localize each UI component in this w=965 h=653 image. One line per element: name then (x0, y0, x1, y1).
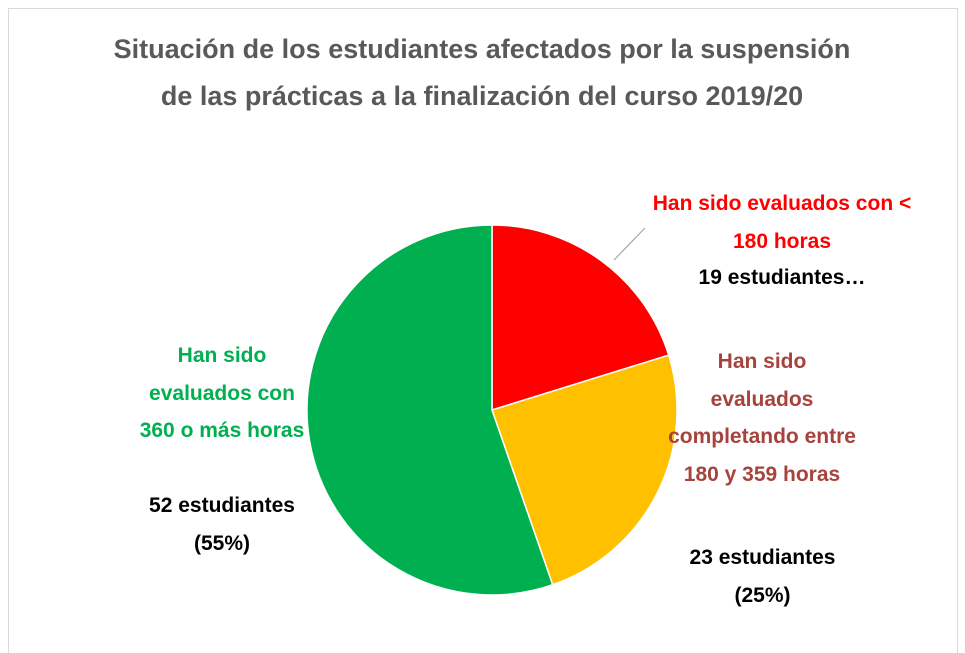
leader-line (613, 227, 646, 261)
slice-value-label: 52 estudiantes (55%) (149, 494, 295, 555)
slice-label: Han sido evaluados con < 180 horas (652, 192, 912, 253)
slice-label: Han sido evaluados completando entre 180… (668, 350, 856, 486)
pie-slice (306, 224, 554, 596)
slice-label: Han sido evaluados con 360 o más horas (139, 344, 305, 442)
pie-slice (491, 354, 678, 586)
slice-value-label: 23 estudiantes (25%) (689, 546, 836, 607)
chart-title: Situación de los estudiantes afectados p… (113, 34, 851, 111)
slice-value-label: 19 estudiantes… (698, 266, 866, 289)
pie-slice (491, 224, 670, 412)
chart-frame (8, 8, 958, 653)
